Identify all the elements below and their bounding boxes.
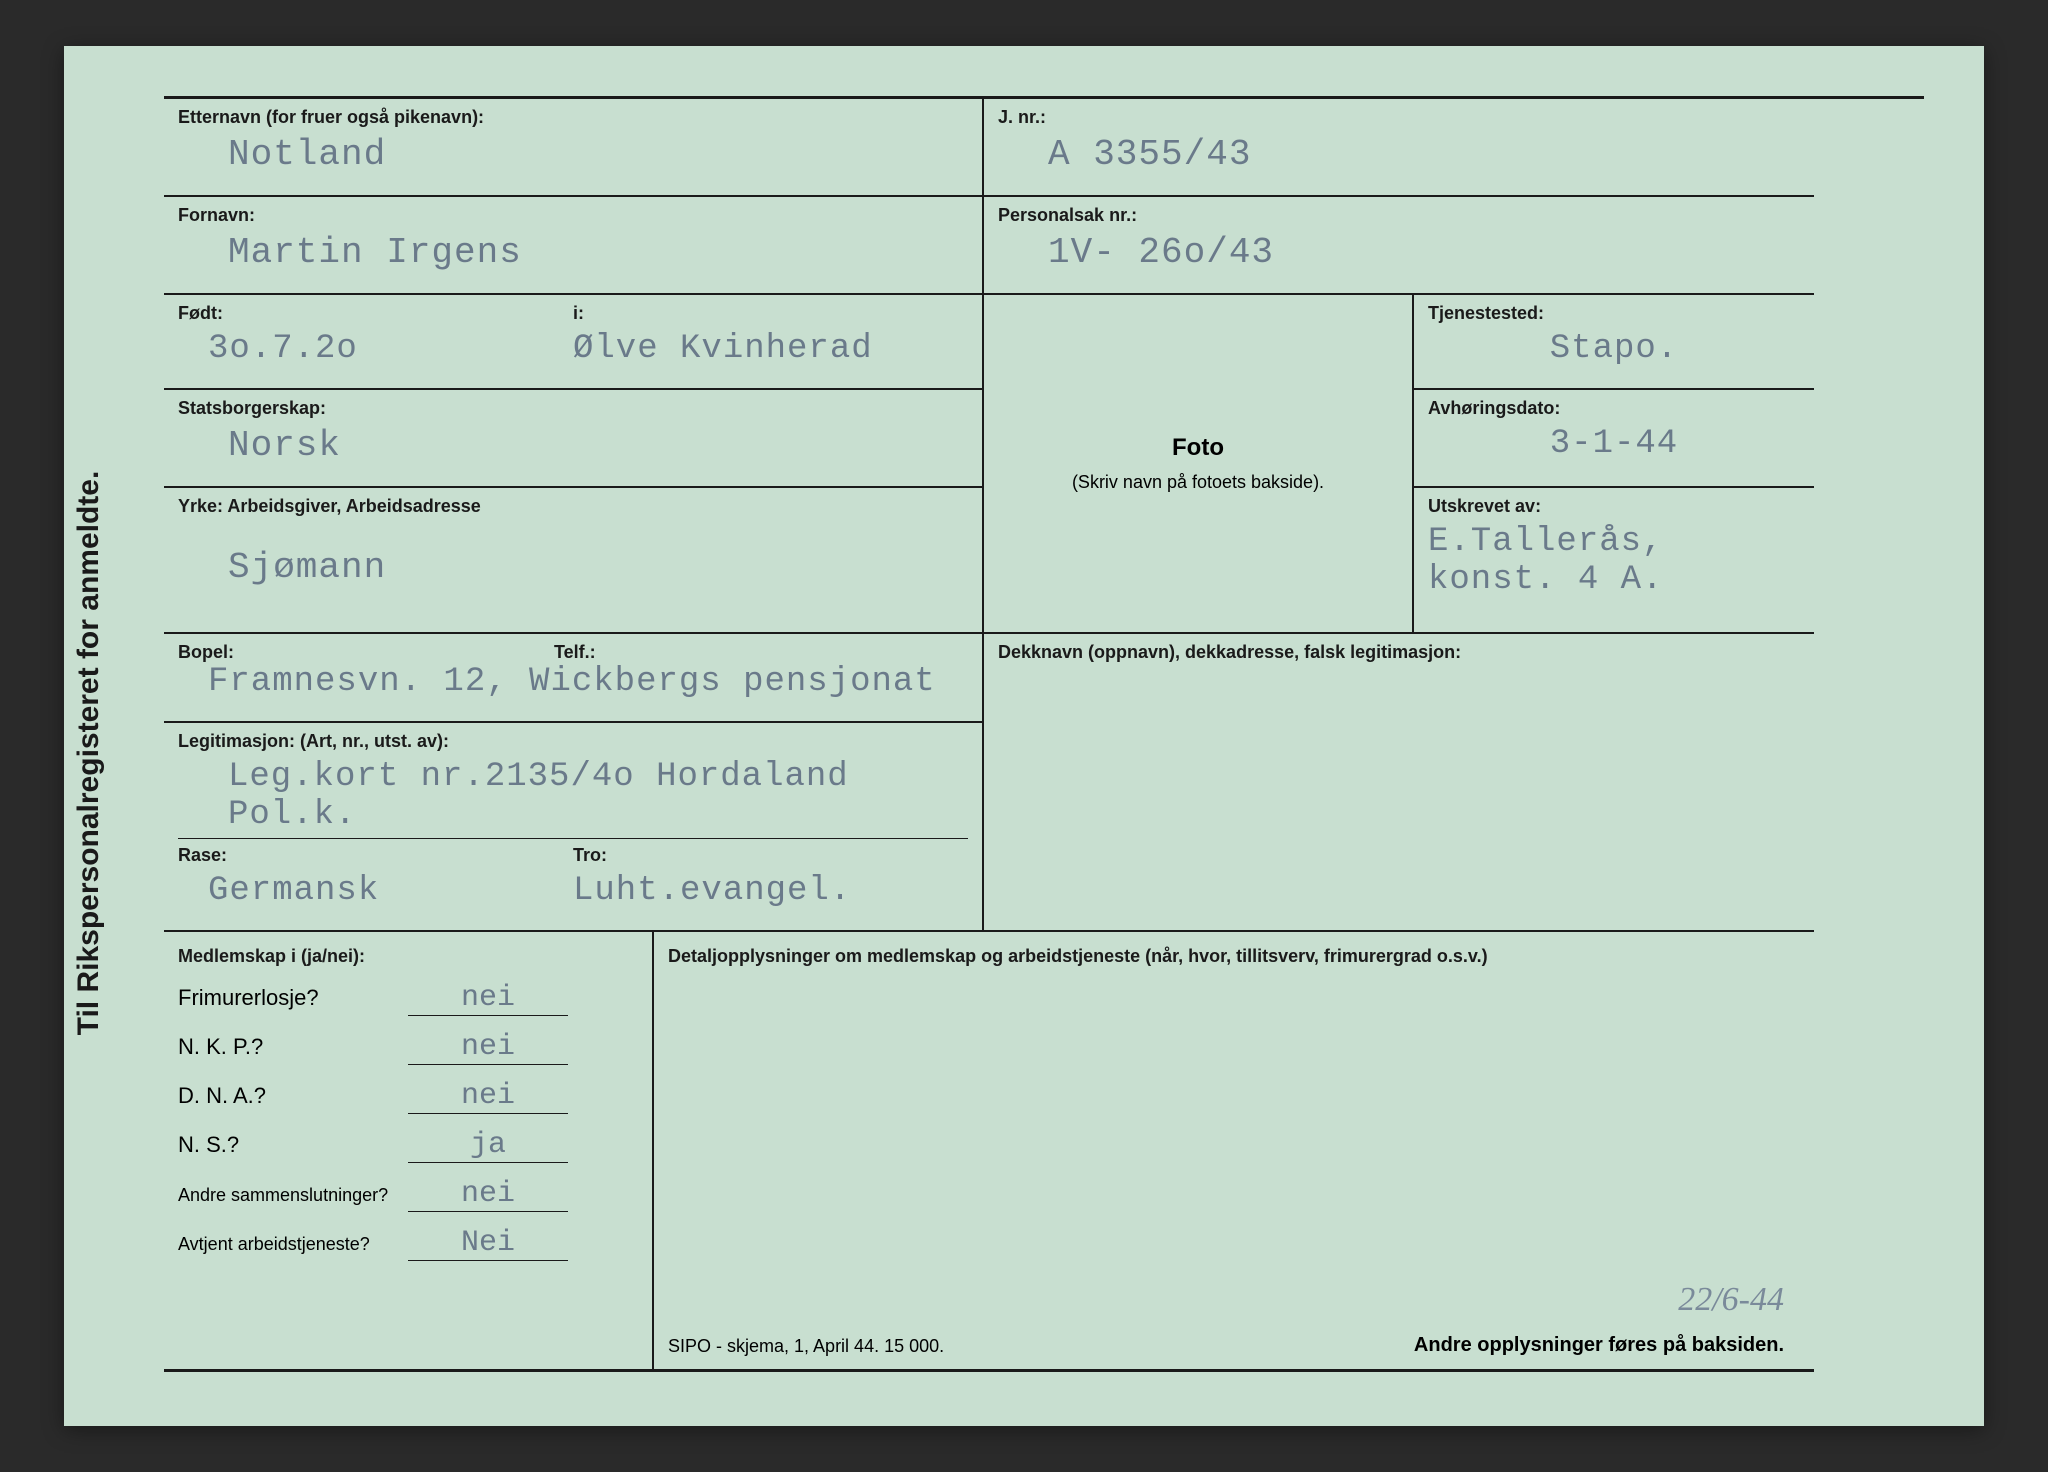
detalj-label: Detaljopplysninger om medlemskap og arbe… [668, 946, 1800, 967]
tjenestested-label: Tjenestested: [1428, 303, 1800, 324]
nkp-row: N. K. P.? nei [178, 1030, 638, 1065]
ns-row: N. S.? ja [178, 1128, 638, 1163]
jnr-value: A 3355/43 [998, 134, 1800, 175]
membership-section: Medlemskap i (ja/nei): Frimurerlosje? ne… [164, 932, 654, 1369]
andre-samm-row: Andre sammenslutninger? nei [178, 1177, 638, 1212]
personalsak-label: Personalsak nr.: [998, 205, 1800, 226]
fodt-value: 3o.7.2o [178, 330, 573, 368]
legit-rase-cell: Legitimasjon: (Art, nr., utst. av): Leg.… [164, 723, 984, 932]
yrke-cell: Yrke: Arbeidsgiver, Arbeidsadresse Sjøma… [164, 488, 984, 635]
yrke-value: Sjømann [178, 547, 968, 588]
avhoringsdato-label: Avhøringsdato: [1428, 398, 1800, 419]
rase-label: Rase: [178, 845, 573, 866]
etternavn-value: Notland [178, 134, 968, 175]
etternavn-label: Etternavn (for fruer også pikenavn): [178, 107, 968, 128]
nkp-value: nei [408, 1030, 568, 1065]
detail-section: Detaljopplysninger om medlemskap og arbe… [654, 932, 1814, 1369]
medlemskap-label: Medlemskap i (ja/nei): [178, 946, 638, 967]
fodt-cell: Født: 3o.7.2o i: Ølve Kvinherad [164, 295, 984, 390]
fodt-label: Født: [178, 303, 573, 324]
personalsak-cell: Personalsak nr.: 1V- 26o/43 [984, 197, 1814, 295]
dekknavn-cell-top: Dekknavn (oppnavn), dekkadresse, falsk l… [984, 634, 1814, 723]
foto-box: Foto (Skriv navn på fotoets bakside). [984, 295, 1414, 635]
tjenestested-value: Stapo. [1428, 330, 1800, 368]
utskrevet-label: Utskrevet av: [1428, 496, 1800, 517]
andre-opp-note: Andre opplysninger føres på baksiden. [1414, 1334, 1784, 1357]
side-title: Til Rikspersonalregisteret for anmeldte. [72, 471, 106, 1036]
avhoringsdato-cell: Avhøringsdato: 3-1-44 [1414, 390, 1814, 488]
bopel-label: Bopel: [178, 642, 234, 663]
tjenestested-cell: Tjenestested: Stapo. [1414, 295, 1814, 390]
dekknavn-label: Dekknavn (oppnavn), dekkadresse, falsk l… [998, 642, 1800, 663]
ns-value: ja [408, 1128, 568, 1163]
fornavn-cell: Fornavn: Martin Irgens [164, 197, 984, 295]
fodt-sted-value: Ølve Kvinherad [573, 330, 968, 368]
tro-value: Luht.evangel. [573, 872, 968, 910]
tro-label: Tro: [573, 845, 968, 866]
dna-row: D. N. A.? nei [178, 1079, 638, 1114]
foto-sub: (Skriv navn på fotoets bakside). [1072, 472, 1324, 493]
personalsak-value: 1V- 26o/43 [998, 232, 1800, 273]
frimurer-row: Frimurerlosje? nei [178, 981, 638, 1016]
jnr-label: J. nr.: [998, 107, 1800, 128]
rase-value: Germansk [178, 872, 573, 910]
sipo-note: SIPO - skjema, 1, April 44. 15 000. [668, 1336, 944, 1357]
avtjent-row: Avtjent arbeidstjeneste? Nei [178, 1226, 638, 1261]
form-grid: Etternavn (for fruer også pikenavn): Not… [164, 96, 1924, 1386]
dna-value: nei [408, 1079, 568, 1114]
dna-label: D. N. A.? [178, 1083, 408, 1109]
yrke-label: Yrke: Arbeidsgiver, Arbeidsadresse [178, 496, 968, 517]
andre-samm-label: Andre sammenslutninger? [178, 1185, 408, 1206]
dekknavn-cell-bottom [984, 723, 1814, 932]
avtjent-value: Nei [408, 1226, 568, 1261]
fornavn-value: Martin Irgens [178, 232, 968, 273]
statsborgerskap-label: Statsborgerskap: [178, 398, 968, 419]
bopel-cell: Bopel: Telf.: Framnesvn. 12, Wickbergs p… [164, 634, 984, 723]
etternavn-cell: Etternavn (for fruer også pikenavn): Not… [164, 99, 984, 197]
jnr-cell: J. nr.: A 3355/43 [984, 99, 1814, 197]
legitimasjon-label: Legitimasjon: (Art, nr., utst. av): [178, 731, 968, 752]
statsborgerskap-cell: Statsborgerskap: Norsk [164, 390, 984, 488]
avtjent-label: Avtjent arbeidstjeneste? [178, 1234, 408, 1255]
utskrevet-cell: Utskrevet av: E.Tallerås, konst. 4 A. [1414, 488, 1814, 635]
frimurer-label: Frimurerlosje? [178, 985, 408, 1011]
ns-label: N. S.? [178, 1132, 408, 1158]
bottom-row: Medlemskap i (ja/nei): Frimurerlosje? ne… [164, 932, 1814, 1372]
avhoringsdato-value: 3-1-44 [1428, 425, 1800, 463]
nkp-label: N. K. P.? [178, 1034, 408, 1060]
andre-samm-value: nei [408, 1177, 568, 1212]
registration-card: Til Rikspersonalregisteret for anmeldte.… [64, 46, 1984, 1426]
handwritten-date: 22/6-44 [1678, 1281, 1784, 1319]
statsborgerskap-value: Norsk [178, 425, 968, 466]
frimurer-value: nei [408, 981, 568, 1016]
bopel-value: Framnesvn. 12, Wickbergs pensjonat [178, 663, 968, 701]
fornavn-label: Fornavn: [178, 205, 968, 226]
foto-label: Foto [1172, 434, 1224, 462]
telf-label: Telf.: [554, 642, 596, 663]
fodt-i-label: i: [573, 303, 968, 324]
legitimasjon-value: Leg.kort nr.2135/4o Hordaland Pol.k. [178, 758, 968, 839]
utskrevet-value: E.Tallerås, konst. 4 A. [1428, 523, 1800, 599]
